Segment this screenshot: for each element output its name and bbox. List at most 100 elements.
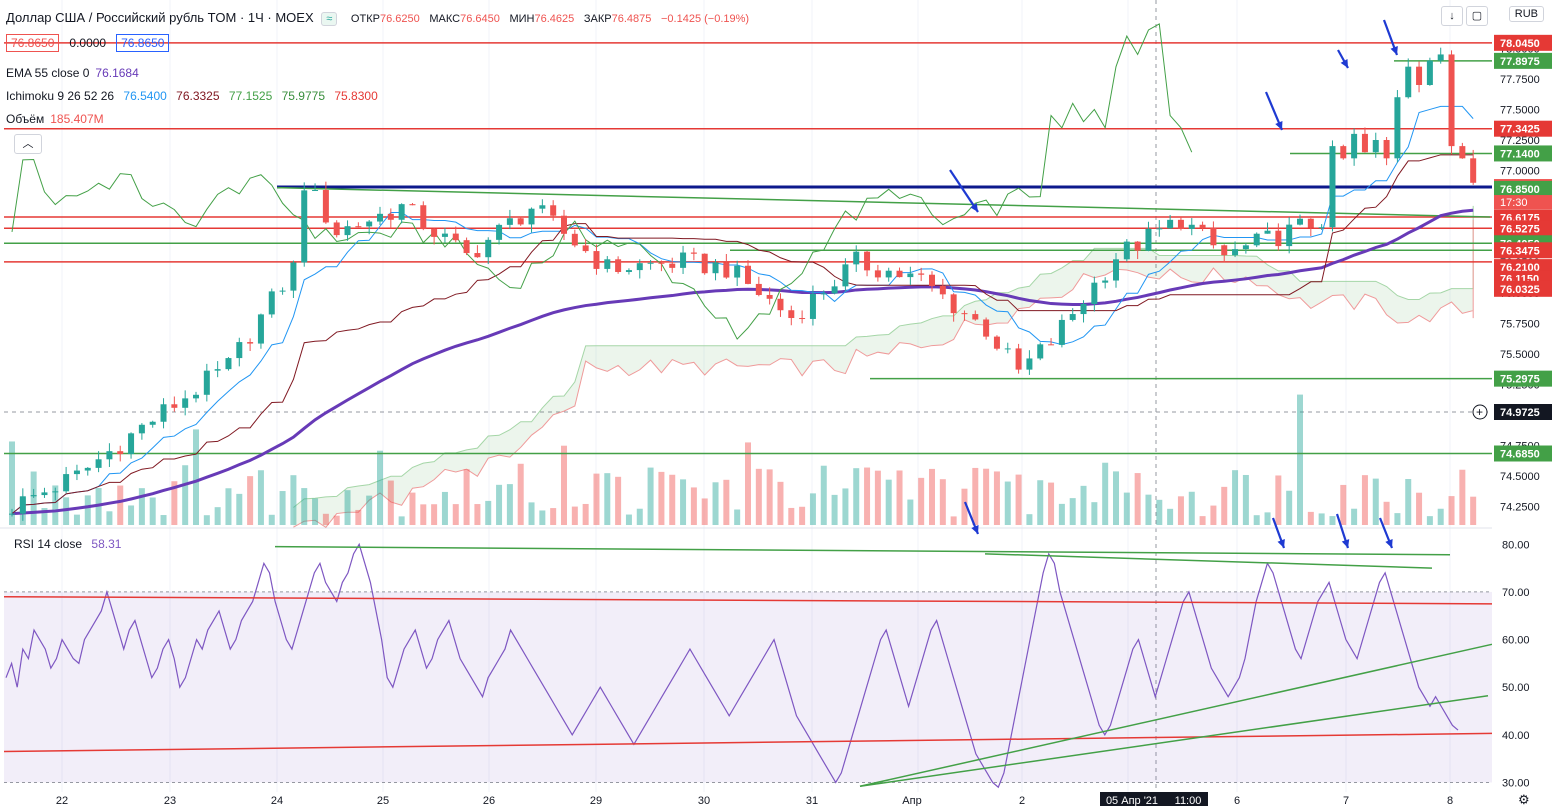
candle-body (387, 213, 394, 220)
volume-bar (1242, 474, 1249, 525)
candle-body (1459, 146, 1466, 159)
volume-bar (203, 515, 210, 525)
volume-bar (409, 492, 416, 525)
candle-body (561, 215, 567, 234)
ema-legend[interactable]: EMA 55 close 0 76.1684 (6, 66, 139, 80)
volume-bar (1210, 505, 1217, 525)
candle-body (485, 239, 492, 258)
arrow-head (1390, 46, 1398, 55)
volume-bar (128, 505, 135, 525)
volume-legend[interactable]: Объём 185.407M (6, 112, 104, 126)
candle-body (669, 263, 676, 268)
time-highlight (1100, 792, 1208, 806)
volume-bar (582, 503, 589, 525)
candle-body (712, 262, 719, 274)
volume-bar (333, 515, 340, 525)
volume-bar (777, 481, 784, 525)
candle-body (1286, 224, 1293, 247)
volume-bars (9, 394, 1477, 525)
price-label-bg (1494, 34, 1552, 51)
volume-bar (1253, 515, 1260, 525)
volume-bar (257, 470, 264, 525)
candle-body (604, 259, 611, 269)
candle-body (1448, 54, 1455, 147)
candle-body (625, 270, 632, 272)
replay-pill[interactable]: ≈ (321, 12, 338, 26)
volume-bar (30, 471, 37, 525)
candle-body (636, 263, 643, 271)
candle-body (171, 404, 178, 408)
volume-bar (820, 465, 827, 525)
candle-body (701, 253, 708, 274)
volume-bar (961, 488, 968, 525)
candle-body (885, 270, 892, 278)
candle-body (799, 318, 806, 320)
candle-body (366, 221, 373, 227)
candle-body (1004, 348, 1011, 350)
ichimoku-v3: 77.1525 (228, 89, 273, 103)
price-label: 76.0325 (1500, 284, 1540, 296)
volume-bar (842, 488, 849, 525)
volume-bar (972, 467, 979, 525)
volume-bar (1275, 475, 1282, 525)
candle-body (1156, 228, 1163, 230)
close-label: ЗАКР (583, 13, 612, 25)
candle-body (1113, 259, 1119, 281)
volume-bar (1015, 474, 1022, 525)
price-label: 74.6850 (1500, 449, 1540, 461)
price-label-bg (1494, 180, 1552, 197)
volume-bar (322, 513, 329, 525)
candle-body (30, 495, 37, 497)
price-label: 76.8500 (1500, 184, 1540, 196)
rsi-tick: 60.00 (1502, 635, 1530, 647)
arrow-head (971, 525, 979, 534)
rsi-legend[interactable]: RSI 14 close 58.31 (14, 537, 121, 551)
volume-bar (1372, 478, 1379, 525)
arrow-down-icon[interactable]: ↓ (1441, 6, 1463, 26)
rsi-pane (3, 542, 1493, 789)
bid-box[interactable]: 76.8650 (6, 34, 60, 52)
plus-glyph: + (1476, 405, 1483, 419)
change-value: −0.1425 (−0.19%) (661, 13, 750, 25)
volume-bar (853, 468, 860, 525)
price-axis: 78.000077.750077.500077.250077.000076.75… (1472, 0, 1554, 806)
candle-body (820, 293, 827, 295)
volume-bar (485, 500, 492, 525)
volume-bar (528, 502, 535, 525)
time-tick: 31 (806, 795, 818, 806)
candle-body (1340, 146, 1347, 159)
ema-name: EMA 55 close 0 (6, 66, 90, 80)
candle-body (1416, 66, 1423, 85)
price-label: 76.3475 (1500, 245, 1540, 257)
candle-body (312, 190, 319, 192)
price-tick: 77.2500 (1500, 135, 1540, 147)
ichimoku-legend[interactable]: Ichimoku 9 26 52 26 76.5400 76.3325 77.1… (6, 89, 378, 103)
candle-body (929, 274, 935, 287)
candle-body (1232, 249, 1239, 256)
volume-bar (918, 477, 925, 525)
rsi-tick: 80.00 (1502, 539, 1530, 551)
price-label-bg (1494, 220, 1552, 237)
volume-bar (907, 499, 914, 525)
volume-bar (387, 480, 394, 525)
rsi-support (3, 732, 1493, 753)
volume-bar (1426, 516, 1433, 525)
ask-box[interactable]: 76.8650 (116, 34, 170, 52)
volume-bar (225, 488, 232, 525)
volume-bar (604, 473, 611, 525)
rsi-tick: 50.00 (1502, 682, 1530, 694)
candle-body (214, 369, 221, 371)
rsi-resistance (3, 595, 1493, 605)
volume-bar (874, 470, 881, 525)
symbol-title[interactable]: Доллар США / Российский рубль TOM · 1Ч ·… (6, 10, 314, 25)
volume-bar (1145, 494, 1152, 525)
volume-bar (138, 488, 145, 525)
currency-button[interactable]: RUB (1508, 6, 1544, 22)
volume-bar (550, 508, 557, 525)
price-label: 77.1400 (1500, 148, 1540, 160)
chevron-up-icon[interactable]: ︿ (14, 134, 42, 154)
volume-bar (799, 506, 806, 525)
maximize-icon[interactable]: ▢ (1466, 6, 1488, 26)
volume-bar (1459, 469, 1466, 525)
